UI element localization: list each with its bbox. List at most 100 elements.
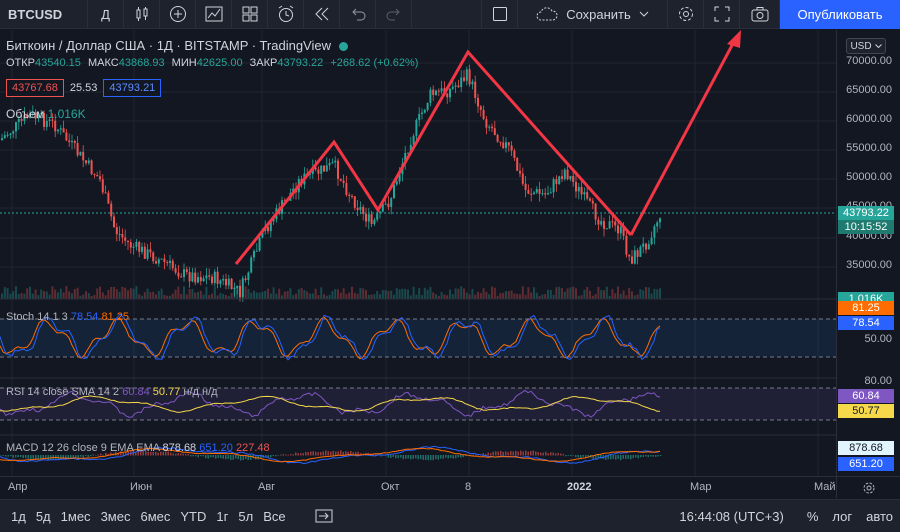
save-button[interactable]: Сохранить (518, 0, 668, 29)
time-tick: Мар (690, 481, 712, 493)
arrow-head (727, 30, 741, 48)
range-6m[interactable]: 6мес (140, 508, 171, 524)
redo-icon[interactable] (376, 0, 412, 29)
toolbar-spacer (412, 0, 482, 29)
sell-price-button[interactable]: 43767.68 (6, 79, 64, 97)
trend-line-zigzag (234, 49, 633, 265)
chevron-down-icon (639, 11, 649, 17)
rsi-sma-tag: 50.77 (838, 404, 894, 418)
add-indicator-icon[interactable] (160, 0, 196, 29)
auto-toggle[interactable]: авто (866, 508, 893, 524)
low-label: МИН (171, 57, 197, 69)
stoch-k-line (0, 313, 661, 361)
ohlc-legend: ОТКР43540.15 МАКС43868.93 МИН42625.00 ЗА… (6, 57, 422, 69)
chevron-down-icon (874, 44, 882, 48)
signal-tag: 651.20 (838, 457, 894, 471)
macd-signal-value: 651.20 (199, 442, 233, 454)
stoch-k-value: 78.54 (70, 311, 99, 323)
time-axis[interactable]: Апр Июн Авг Окт 8 2022 Мар Май (0, 476, 836, 498)
clock-timezone[interactable]: 16:44:08 (UTC+3) (679, 508, 784, 524)
buy-price-button[interactable]: 43793.21 (103, 79, 162, 97)
macd-histogram (0, 450, 662, 461)
high-value: 43868.93 (118, 57, 165, 69)
range-1y[interactable]: 1г (216, 508, 229, 524)
rsi-legend[interactable]: RSI 14 close SMA 14 2 60.84 50.77 н/д н/… (6, 386, 218, 398)
publish-button[interactable]: Опубликовать (780, 0, 900, 29)
range-ytd[interactable]: YTD (180, 508, 207, 524)
stoch-d-line (0, 316, 661, 360)
rsi-sma-value: 50.77 (152, 386, 181, 398)
open-label: ОТКР (6, 57, 36, 69)
trade-buttons: 43767.68 25.53 43793.21 (6, 79, 162, 97)
time-tick: Июн (130, 481, 153, 493)
stoch-50-tick: 50.00 (864, 333, 892, 345)
rsi-sma-line (0, 395, 660, 413)
stoch-name: Stoch (6, 311, 35, 323)
candles-icon[interactable] (124, 0, 160, 29)
bottom-bar: 1д 5д 1мес 3мес 6мес YTD 1г 5л Все 16:44… (0, 499, 900, 532)
time-tick: Май (814, 481, 836, 493)
chart-legend-title[interactable]: Биткоин / Доллар США · 1Д · BITSTAMP · T… (6, 38, 348, 53)
macd-legend[interactable]: MACD 12 26 close 9 EMA EMA 878.68 651.20… (6, 442, 270, 454)
settings-gear-icon (863, 482, 874, 493)
interval-button[interactable]: Д (88, 0, 124, 29)
axis-settings-button[interactable] (836, 476, 900, 498)
currency-select[interactable]: USD (846, 38, 886, 54)
trend-line-arrow (629, 35, 739, 236)
templates-icon[interactable] (232, 0, 268, 29)
spread-value: 25.53 (69, 82, 98, 94)
rsi-value: 60.84 (122, 386, 150, 398)
range-1d[interactable]: 1д (11, 508, 26, 524)
price-tick: 70000.00 (846, 55, 892, 67)
stoch-params: 14 1 3 (37, 311, 68, 323)
time-tick: Окт (381, 481, 400, 493)
replay-icon[interactable] (304, 0, 340, 29)
range-5d[interactable]: 5д (35, 508, 51, 524)
range-5y[interactable]: 5л (238, 508, 254, 524)
price-tick: 50000.00 (846, 171, 892, 183)
alert-clock-icon[interactable] (268, 0, 304, 29)
high-label: МАКС (87, 57, 119, 69)
stoch-legend[interactable]: Stoch 14 1 3 78.54 81.25 (6, 311, 129, 323)
symbol-search[interactable]: BTCUSD (0, 0, 88, 29)
rsi-80-tick: 80.00 (864, 375, 892, 387)
top-toolbar: BTCUSD Д Сохранить Опубликовать (0, 0, 900, 29)
undo-icon[interactable] (340, 0, 376, 29)
price-tick: 55000.00 (846, 142, 892, 154)
drawing-lines (234, 35, 739, 265)
last-price-tag: 43793.22 (838, 206, 894, 220)
cloud-icon (536, 7, 558, 21)
settings-gear-icon[interactable] (668, 0, 704, 29)
stoch-k-tag: 78.54 (838, 316, 894, 330)
macd-name: MACD (6, 442, 39, 454)
indicators-icon[interactable] (196, 0, 232, 29)
price-tick: 60000.00 (846, 113, 892, 125)
macd-value: 878.68 (162, 442, 197, 454)
volume-value: 1.016K (47, 107, 86, 121)
symbol-description: Биткоин / Доллар США · 1Д · BITSTAMP · T… (6, 38, 331, 53)
volume-legend[interactable]: Объем 1.016K (6, 107, 86, 121)
market-status-icon (339, 42, 348, 52)
chart-pane[interactable] (0, 30, 836, 476)
goto-date-button[interactable] (291, 500, 338, 532)
macd-tag: 878.68 (838, 441, 894, 455)
rsi-name: RSI (6, 386, 25, 398)
change-value: +268.62 (+0.62%) (330, 57, 419, 69)
range-1m[interactable]: 1мес (60, 508, 91, 524)
range-3m[interactable]: 3мес (100, 508, 131, 524)
time-tick: 8 (465, 481, 472, 493)
volume-label: Объем (6, 107, 45, 121)
percent-toggle[interactable]: % (806, 508, 819, 524)
layout-icon[interactable] (482, 0, 518, 29)
camera-icon[interactable] (740, 0, 780, 29)
close-label: ЗАКР (249, 57, 278, 69)
fullscreen-icon[interactable] (704, 0, 740, 29)
log-toggle[interactable]: лог (832, 508, 853, 524)
rsi-tag: 60.84 (838, 389, 894, 403)
time-tick: Авг (258, 481, 276, 493)
price-chart[interactable] (0, 30, 836, 476)
low-value: 42625.00 (196, 57, 243, 69)
range-all[interactable]: Все (263, 508, 286, 524)
stoch-d-tag: 81.25 (838, 301, 894, 315)
close-value: 43793.22 (277, 57, 324, 69)
